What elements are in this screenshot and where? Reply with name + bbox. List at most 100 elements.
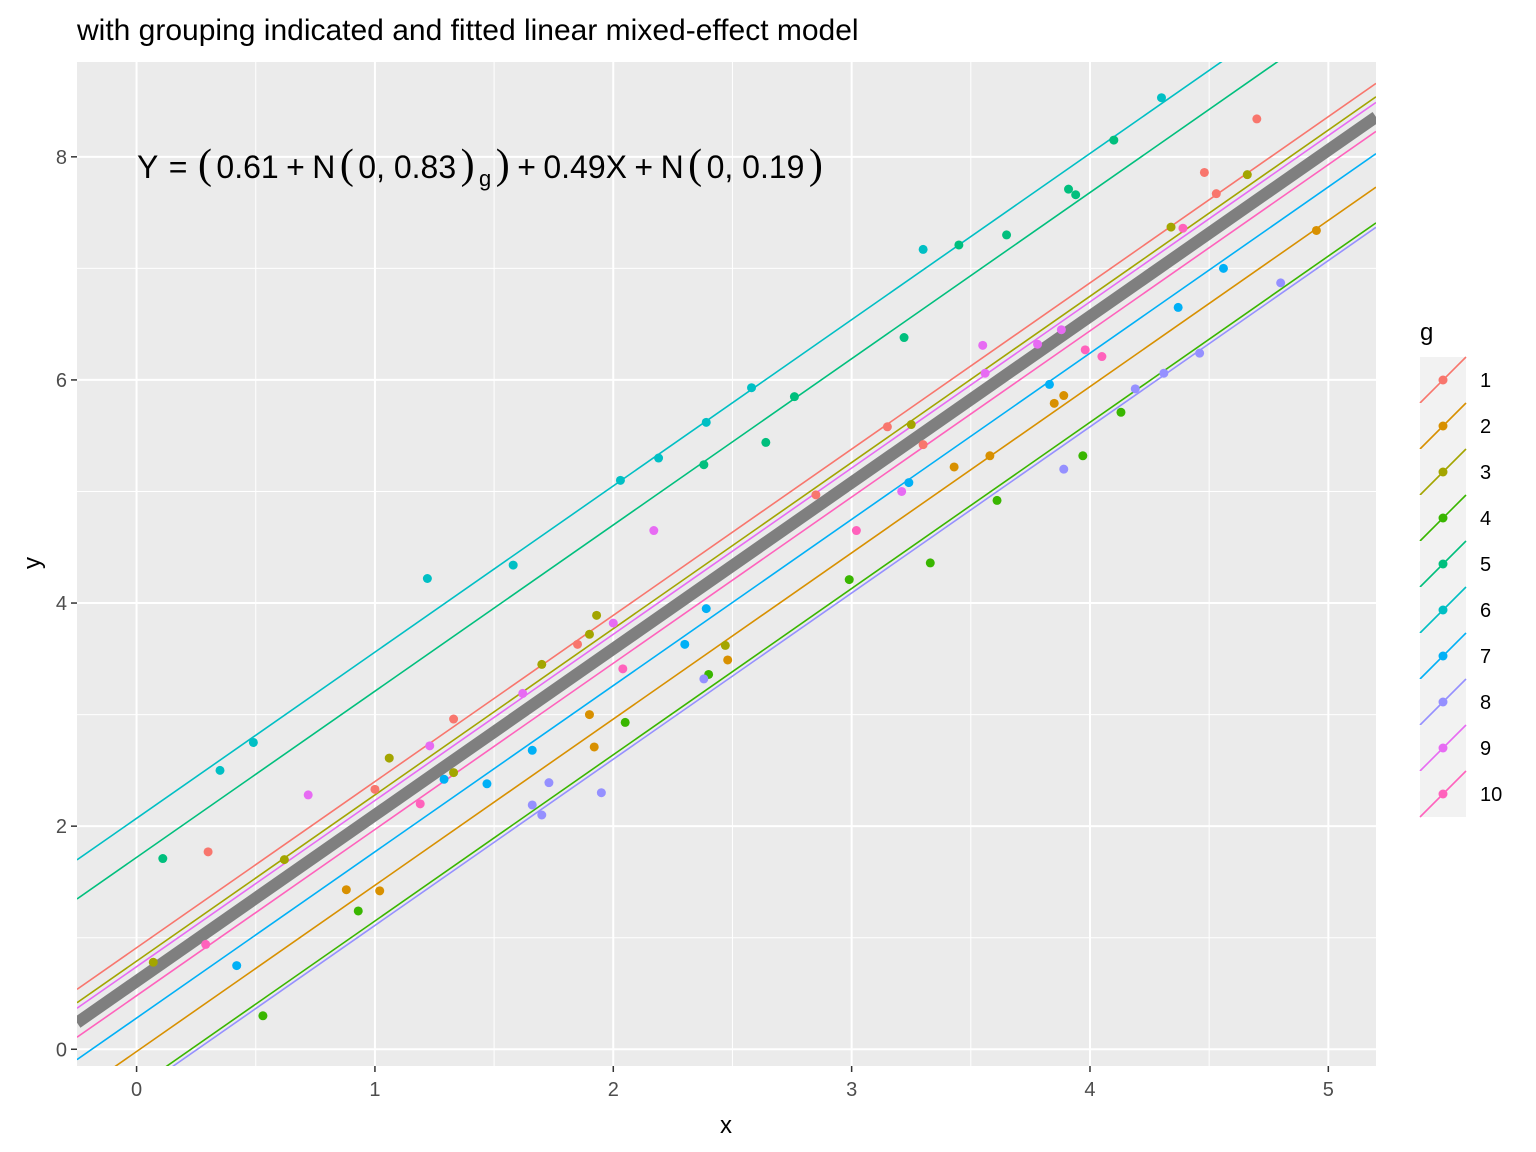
point-g9	[897, 486, 907, 496]
fit-line-g3	[77, 96, 1376, 1004]
x-axis-title: x	[720, 1112, 732, 1139]
eq-paren-open-2: (	[340, 142, 354, 188]
point-g3	[720, 640, 730, 650]
legend-label-g6: 6	[1480, 600, 1491, 622]
point-g5	[1002, 230, 1012, 240]
point-g2	[985, 451, 995, 461]
y-tick-label: 4	[56, 593, 67, 615]
point-g7	[232, 961, 242, 971]
eq-slope-term: 0.49X	[543, 149, 627, 185]
point-g2	[341, 885, 351, 895]
eq-paren-close-2: )	[461, 142, 475, 188]
point-g2	[589, 742, 599, 752]
point-g3	[449, 768, 459, 778]
point-g5	[954, 240, 964, 250]
point-g5	[1071, 190, 1081, 200]
eq-plus-1: +	[286, 149, 305, 185]
point-g7	[701, 604, 711, 614]
point-g4	[258, 1011, 268, 1021]
legend-title: g	[1420, 319, 1433, 346]
point-g3	[384, 753, 394, 763]
x-axis-ticks: 0 1 2 3 4 5	[131, 1066, 1334, 1101]
point-g1	[370, 784, 380, 794]
fit-line-g9	[77, 101, 1376, 1009]
point-g9	[1033, 339, 1043, 349]
point-g1	[1211, 189, 1221, 199]
fit-line-g8	[171, 226, 1376, 1066]
legend-label-g2: 2	[1480, 416, 1491, 438]
point-g3	[906, 420, 916, 430]
point-g4	[992, 495, 1002, 505]
point-g6	[747, 383, 757, 393]
legend-keys: 1 2 3 4 5 6 7 8 9 10	[1419, 356, 1502, 818]
point-g3	[1166, 222, 1176, 232]
point-g10	[1097, 352, 1107, 362]
legend-label-g4: 4	[1480, 508, 1491, 530]
point-g9	[425, 741, 435, 751]
point-g5	[1109, 135, 1119, 145]
point-g10	[1178, 223, 1188, 233]
point-g7	[680, 639, 690, 649]
point-g6	[1156, 93, 1166, 103]
point-g6	[615, 475, 625, 485]
legend-key-point	[1438, 605, 1448, 615]
point-g5	[699, 460, 709, 470]
point-g10	[851, 526, 861, 536]
point-g8	[1159, 368, 1169, 378]
eq-plus-2: +	[517, 149, 536, 185]
point-g3	[1242, 170, 1252, 180]
eq-paren-open: (	[198, 142, 212, 188]
eq-y: Y	[137, 149, 158, 185]
eq-subscript-g: g	[479, 166, 491, 191]
point-g3	[279, 855, 289, 865]
legend-label-g3: 3	[1480, 462, 1491, 484]
point-g10	[618, 664, 628, 674]
point-g2	[584, 710, 594, 720]
point-g8	[1059, 464, 1069, 474]
legend-key-point	[1438, 697, 1448, 707]
legend-key-point	[1438, 743, 1448, 753]
point-g9	[518, 688, 528, 698]
eq-paren-close: )	[496, 142, 510, 188]
point-g7	[527, 745, 537, 755]
point-g9	[978, 340, 988, 350]
point-g6	[215, 765, 225, 775]
point-g1	[449, 714, 459, 724]
legend-key-point	[1438, 559, 1448, 569]
point-g6	[422, 574, 432, 584]
point-g3	[592, 610, 602, 620]
point-g4	[925, 558, 935, 568]
point-g2	[1059, 391, 1069, 401]
point-g1	[1252, 114, 1262, 124]
plot-panel	[77, 62, 1376, 1066]
point-g5	[1064, 184, 1074, 194]
point-g2	[949, 462, 959, 472]
legend-key-point	[1438, 467, 1448, 477]
eq-paren-close-3: )	[809, 142, 823, 188]
point-g2	[1049, 398, 1059, 408]
y-tick-label: 8	[56, 147, 67, 169]
eq-equals: =	[169, 149, 188, 185]
point-g8	[1195, 348, 1205, 358]
x-tick-label: 2	[608, 1079, 619, 1101]
fit-line-g5	[77, 62, 1279, 900]
fit-line-g10	[77, 130, 1376, 1038]
point-g3	[537, 659, 547, 669]
point-g6	[701, 417, 711, 427]
legend-label-g5: 5	[1480, 554, 1491, 576]
point-g2	[723, 655, 733, 665]
fit-line-g1	[77, 82, 1376, 990]
point-g7	[1173, 302, 1183, 312]
y-axis-ticks: 0 2 4 6 8	[56, 147, 77, 1061]
fit-line-g6	[77, 62, 1223, 861]
eq-normal-1: N	[312, 149, 335, 185]
legend-key-point	[1438, 421, 1448, 431]
legend-key-point	[1438, 375, 1448, 385]
point-g8	[527, 800, 537, 810]
point-g10	[201, 939, 211, 949]
point-g3	[148, 957, 158, 967]
point-g7	[482, 779, 492, 789]
point-g8	[699, 674, 709, 684]
legend-key-point	[1438, 513, 1448, 523]
